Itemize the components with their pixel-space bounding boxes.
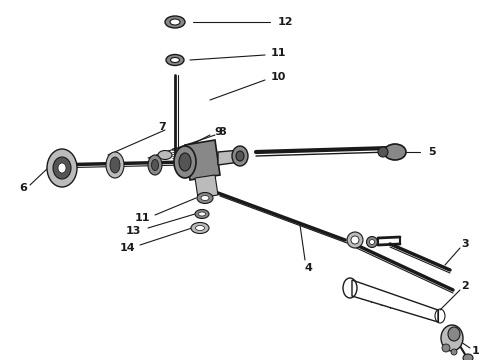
Ellipse shape bbox=[367, 237, 377, 248]
Ellipse shape bbox=[201, 195, 209, 201]
Text: 1: 1 bbox=[472, 346, 480, 356]
Ellipse shape bbox=[347, 232, 363, 248]
Text: 13: 13 bbox=[125, 226, 141, 236]
Ellipse shape bbox=[53, 157, 71, 179]
Polygon shape bbox=[185, 140, 220, 180]
Ellipse shape bbox=[158, 150, 172, 159]
Ellipse shape bbox=[174, 146, 196, 178]
Text: 3: 3 bbox=[461, 239, 469, 249]
Ellipse shape bbox=[171, 58, 179, 63]
Ellipse shape bbox=[369, 239, 374, 244]
Ellipse shape bbox=[195, 210, 209, 219]
Ellipse shape bbox=[197, 193, 213, 203]
Text: 7: 7 bbox=[158, 122, 166, 132]
Ellipse shape bbox=[232, 146, 248, 166]
Text: 6: 6 bbox=[19, 183, 27, 193]
Text: 12: 12 bbox=[277, 17, 293, 27]
Ellipse shape bbox=[151, 159, 158, 171]
Ellipse shape bbox=[47, 149, 77, 187]
Ellipse shape bbox=[110, 157, 120, 173]
Ellipse shape bbox=[384, 144, 406, 160]
Ellipse shape bbox=[448, 327, 460, 341]
Text: 10: 10 bbox=[270, 72, 286, 82]
Ellipse shape bbox=[196, 225, 204, 230]
Ellipse shape bbox=[351, 236, 359, 244]
Ellipse shape bbox=[106, 152, 124, 178]
Ellipse shape bbox=[170, 19, 180, 25]
Ellipse shape bbox=[463, 354, 473, 360]
Ellipse shape bbox=[198, 212, 205, 216]
Polygon shape bbox=[195, 175, 218, 198]
Ellipse shape bbox=[58, 163, 66, 173]
Text: 5: 5 bbox=[428, 147, 436, 157]
Text: 9: 9 bbox=[214, 127, 222, 137]
Circle shape bbox=[442, 344, 450, 352]
Ellipse shape bbox=[166, 54, 184, 66]
Text: 4: 4 bbox=[304, 263, 312, 273]
Text: 11: 11 bbox=[270, 48, 286, 58]
Polygon shape bbox=[218, 150, 240, 165]
Ellipse shape bbox=[236, 151, 244, 161]
Circle shape bbox=[451, 349, 457, 355]
Ellipse shape bbox=[148, 155, 162, 175]
Text: 8: 8 bbox=[218, 127, 226, 137]
Text: 2: 2 bbox=[461, 281, 469, 291]
Text: 11: 11 bbox=[134, 213, 150, 223]
Polygon shape bbox=[352, 280, 438, 322]
Ellipse shape bbox=[179, 153, 191, 171]
Text: 14: 14 bbox=[119, 243, 135, 253]
Ellipse shape bbox=[378, 147, 388, 157]
Ellipse shape bbox=[165, 16, 185, 28]
Ellipse shape bbox=[441, 325, 463, 351]
Ellipse shape bbox=[191, 222, 209, 234]
